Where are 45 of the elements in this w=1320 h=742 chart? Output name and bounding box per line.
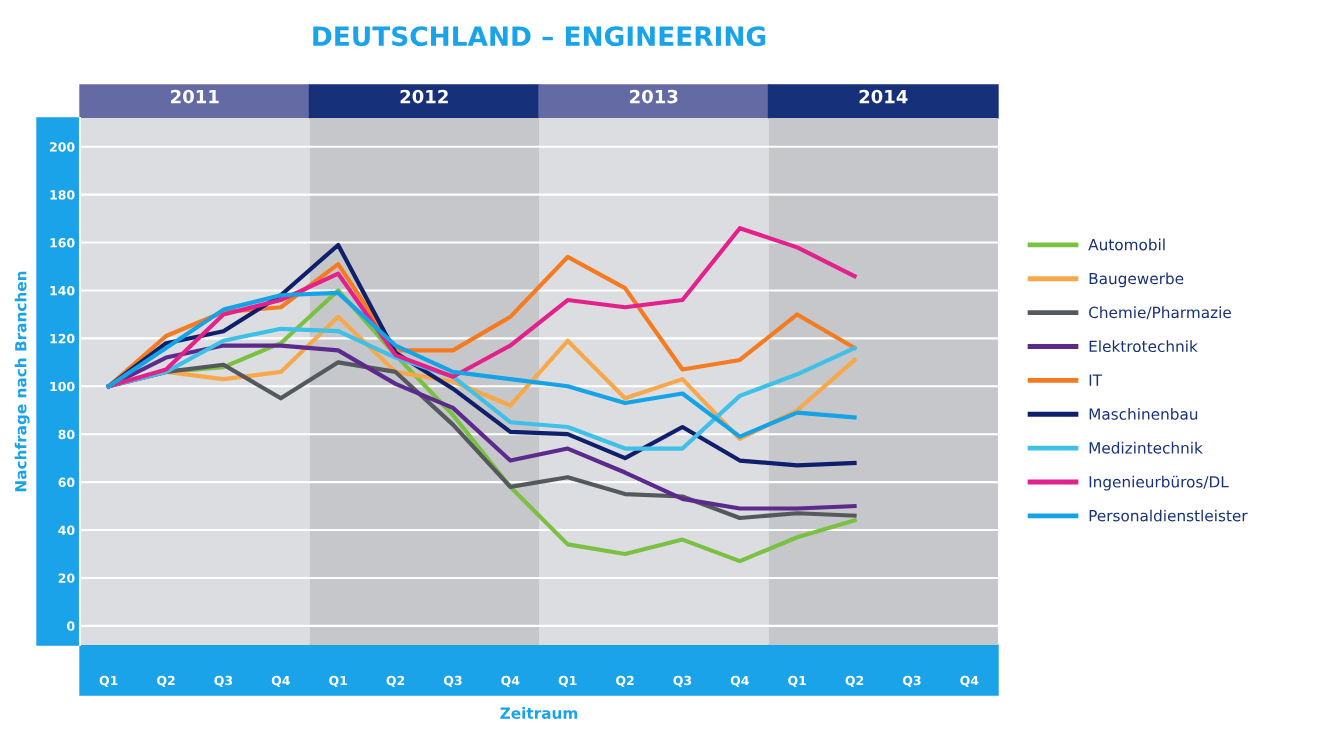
x-tick-label: Q3 xyxy=(902,675,921,687)
x2-tick-label: 2011 xyxy=(171,89,219,104)
y-tick-label: 140 xyxy=(50,285,75,296)
legend-label: Chemie/Pharmazie xyxy=(1089,306,1231,320)
y-tick-label: 20 xyxy=(58,573,75,583)
x-axis-title: Zeitraum xyxy=(500,707,578,719)
x-tick-label: Q3 xyxy=(214,675,233,687)
y-tick-label: 40 xyxy=(58,525,75,535)
legend-label: Personaldienstleister xyxy=(1089,509,1248,522)
x-tick-label: Q1 xyxy=(558,675,577,687)
legend-label: Ingenieurbüros/DL xyxy=(1089,475,1229,491)
y-tick-label: 80 xyxy=(58,429,75,440)
legend-label: Baugewerbe xyxy=(1089,272,1184,288)
legend-label: IT xyxy=(1089,374,1103,386)
x-tick-label: Q3 xyxy=(443,675,462,687)
x-tick-label: Q4 xyxy=(730,675,749,687)
x-tick-label: Q2 xyxy=(845,675,864,687)
x-tick-label: Q1 xyxy=(99,675,118,687)
y-axis-title: Nachfrage nach Branchen xyxy=(14,271,30,492)
line-series xyxy=(106,290,857,439)
y-tick-label: 0 xyxy=(67,621,75,631)
x-tick-label: Q4 xyxy=(960,675,979,687)
x2-tick-label: 2013 xyxy=(630,89,678,104)
y-tick-label: 120 xyxy=(50,333,75,344)
x-tick-label: Q4 xyxy=(501,675,520,687)
line-series xyxy=(106,226,857,389)
x2-tick-label: 2012 xyxy=(400,89,448,104)
x-tick-label: Q2 xyxy=(157,675,175,687)
x-tick-label: Q3 xyxy=(673,675,692,687)
y-tick-label: 200 xyxy=(50,142,75,152)
y-tick-label: 160 xyxy=(50,238,75,248)
x-tick-label: Q2 xyxy=(616,675,634,687)
x-tick-label: Q2 xyxy=(386,675,405,687)
legend-label: Elektrotechnik xyxy=(1089,340,1198,353)
x-tick-label: Q1 xyxy=(788,675,806,687)
legend-label: Automobil xyxy=(1088,238,1165,251)
legend-label: Maschinenbau xyxy=(1089,407,1198,420)
y-tick-label: 100 xyxy=(50,381,75,392)
x2-tick-label: 2014 xyxy=(859,89,908,104)
x-tick-label: Q1 xyxy=(329,675,347,687)
legend-label: Medizintechnik xyxy=(1089,441,1203,454)
y-tick-label: 180 xyxy=(50,190,75,200)
x-tick-label: Q4 xyxy=(271,675,290,687)
y-tick-label: 60 xyxy=(58,477,75,488)
chart-title: DEUTSCHLAND – ENGINEERING xyxy=(313,26,766,47)
